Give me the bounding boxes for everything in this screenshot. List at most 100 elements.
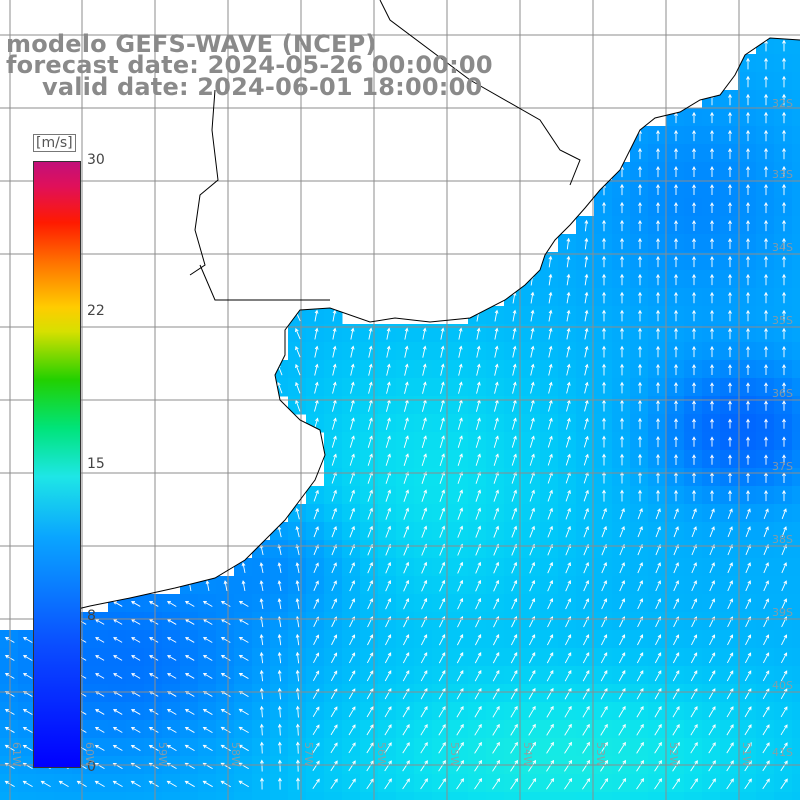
wind-arrow — [727, 508, 733, 520]
wind-cell — [666, 216, 685, 235]
wind-cell — [450, 630, 469, 649]
wind-arrow — [492, 652, 500, 664]
wind-cell — [774, 792, 793, 800]
wind-cell — [630, 342, 649, 361]
wind-arrow — [546, 759, 555, 772]
wind-cell — [612, 792, 631, 800]
wind-arrow — [672, 706, 680, 718]
wind-arrow — [238, 654, 249, 661]
wind-arrow — [763, 508, 769, 520]
wind-cell — [666, 126, 685, 145]
lon-label: 57W — [302, 742, 315, 767]
wind-arrow — [220, 637, 231, 643]
wind-cell — [378, 684, 397, 703]
wind-cell — [468, 342, 487, 361]
wind-arrow — [259, 544, 264, 556]
wind-cell — [504, 666, 523, 685]
wind-arrow — [312, 742, 320, 754]
wind-arrow — [313, 598, 319, 609]
wind-cell — [576, 396, 595, 415]
wind-arrow — [780, 706, 788, 718]
wind-arrow — [654, 688, 662, 700]
wind-arrow — [529, 417, 535, 430]
wind-cell — [576, 468, 595, 487]
wind-arrow — [547, 435, 553, 448]
wind-arrow — [493, 561, 500, 574]
wind-cell — [414, 414, 433, 433]
wind-cell — [594, 792, 613, 800]
wind-cell — [252, 648, 271, 667]
wind-arrow — [548, 381, 553, 394]
wind-cell — [756, 792, 775, 800]
wind-cell — [612, 558, 631, 577]
wind-cell — [702, 216, 721, 235]
wind-cell — [756, 162, 775, 181]
wind-arrow — [584, 399, 589, 412]
wind-cell — [360, 504, 379, 523]
wind-arrow — [548, 255, 553, 268]
wind-arrow — [548, 291, 553, 304]
wind-arrow — [727, 580, 733, 592]
wind-arrow — [131, 655, 141, 661]
wind-cell — [774, 414, 793, 433]
wind-cell — [288, 774, 307, 793]
wind-arrow — [420, 688, 428, 700]
wind-arrow — [403, 507, 410, 520]
wind-arrow — [583, 598, 590, 610]
wind-cell — [306, 594, 325, 613]
wind-cell — [666, 558, 685, 577]
wind-cell — [594, 720, 613, 739]
wind-cell — [666, 702, 685, 721]
wind-arrow — [349, 562, 355, 574]
wind-cell — [702, 792, 721, 800]
wind-arrow — [764, 57, 768, 70]
wind-arrow — [386, 345, 391, 358]
wind-arrow — [148, 727, 159, 733]
wind-cell — [90, 792, 109, 800]
wind-arrow — [438, 670, 446, 682]
wind-cell — [360, 468, 379, 487]
wind-cell — [450, 432, 469, 451]
wind-cell — [612, 720, 631, 739]
wind-arrow — [493, 471, 499, 484]
wind-arrow — [636, 652, 644, 664]
wind-cell — [702, 288, 721, 307]
wind-arrow — [601, 525, 607, 538]
wind-arrow — [366, 760, 374, 772]
wind-arrow — [384, 706, 392, 718]
wind-cell — [792, 522, 800, 541]
wind-cell — [576, 684, 595, 703]
wind-cell — [306, 648, 325, 667]
wind-arrow — [746, 255, 750, 268]
wind-arrow — [438, 778, 446, 790]
wind-arrow — [528, 741, 536, 754]
wind-cell — [360, 450, 379, 469]
wind-cell — [522, 468, 541, 487]
wind-arrow — [692, 273, 696, 286]
wind-cell — [468, 576, 487, 595]
wind-arrow — [638, 363, 642, 376]
wind-arrow — [656, 273, 660, 286]
wind-arrow — [386, 363, 391, 376]
wind-arrow — [710, 418, 714, 429]
wind-arrow — [530, 291, 535, 304]
wind-cell — [414, 342, 433, 361]
wind-cell — [468, 360, 487, 379]
wind-arrow — [674, 309, 678, 322]
wind-arrow — [672, 778, 680, 790]
wind-arrow — [672, 688, 680, 700]
wind-arrow — [690, 706, 698, 718]
wind-cell — [342, 324, 361, 343]
wind-cell — [396, 684, 415, 703]
wind-cell — [270, 576, 289, 595]
wind-cell — [540, 576, 559, 595]
wind-arrow — [710, 382, 714, 393]
wind-cell — [720, 630, 739, 649]
wind-cell — [306, 522, 325, 541]
wind-arrow — [349, 634, 356, 646]
wind-arrow — [260, 777, 264, 790]
wind-arrow — [113, 673, 123, 679]
wind-cell — [558, 378, 577, 397]
wind-cell — [594, 630, 613, 649]
wind-cell — [270, 684, 289, 703]
